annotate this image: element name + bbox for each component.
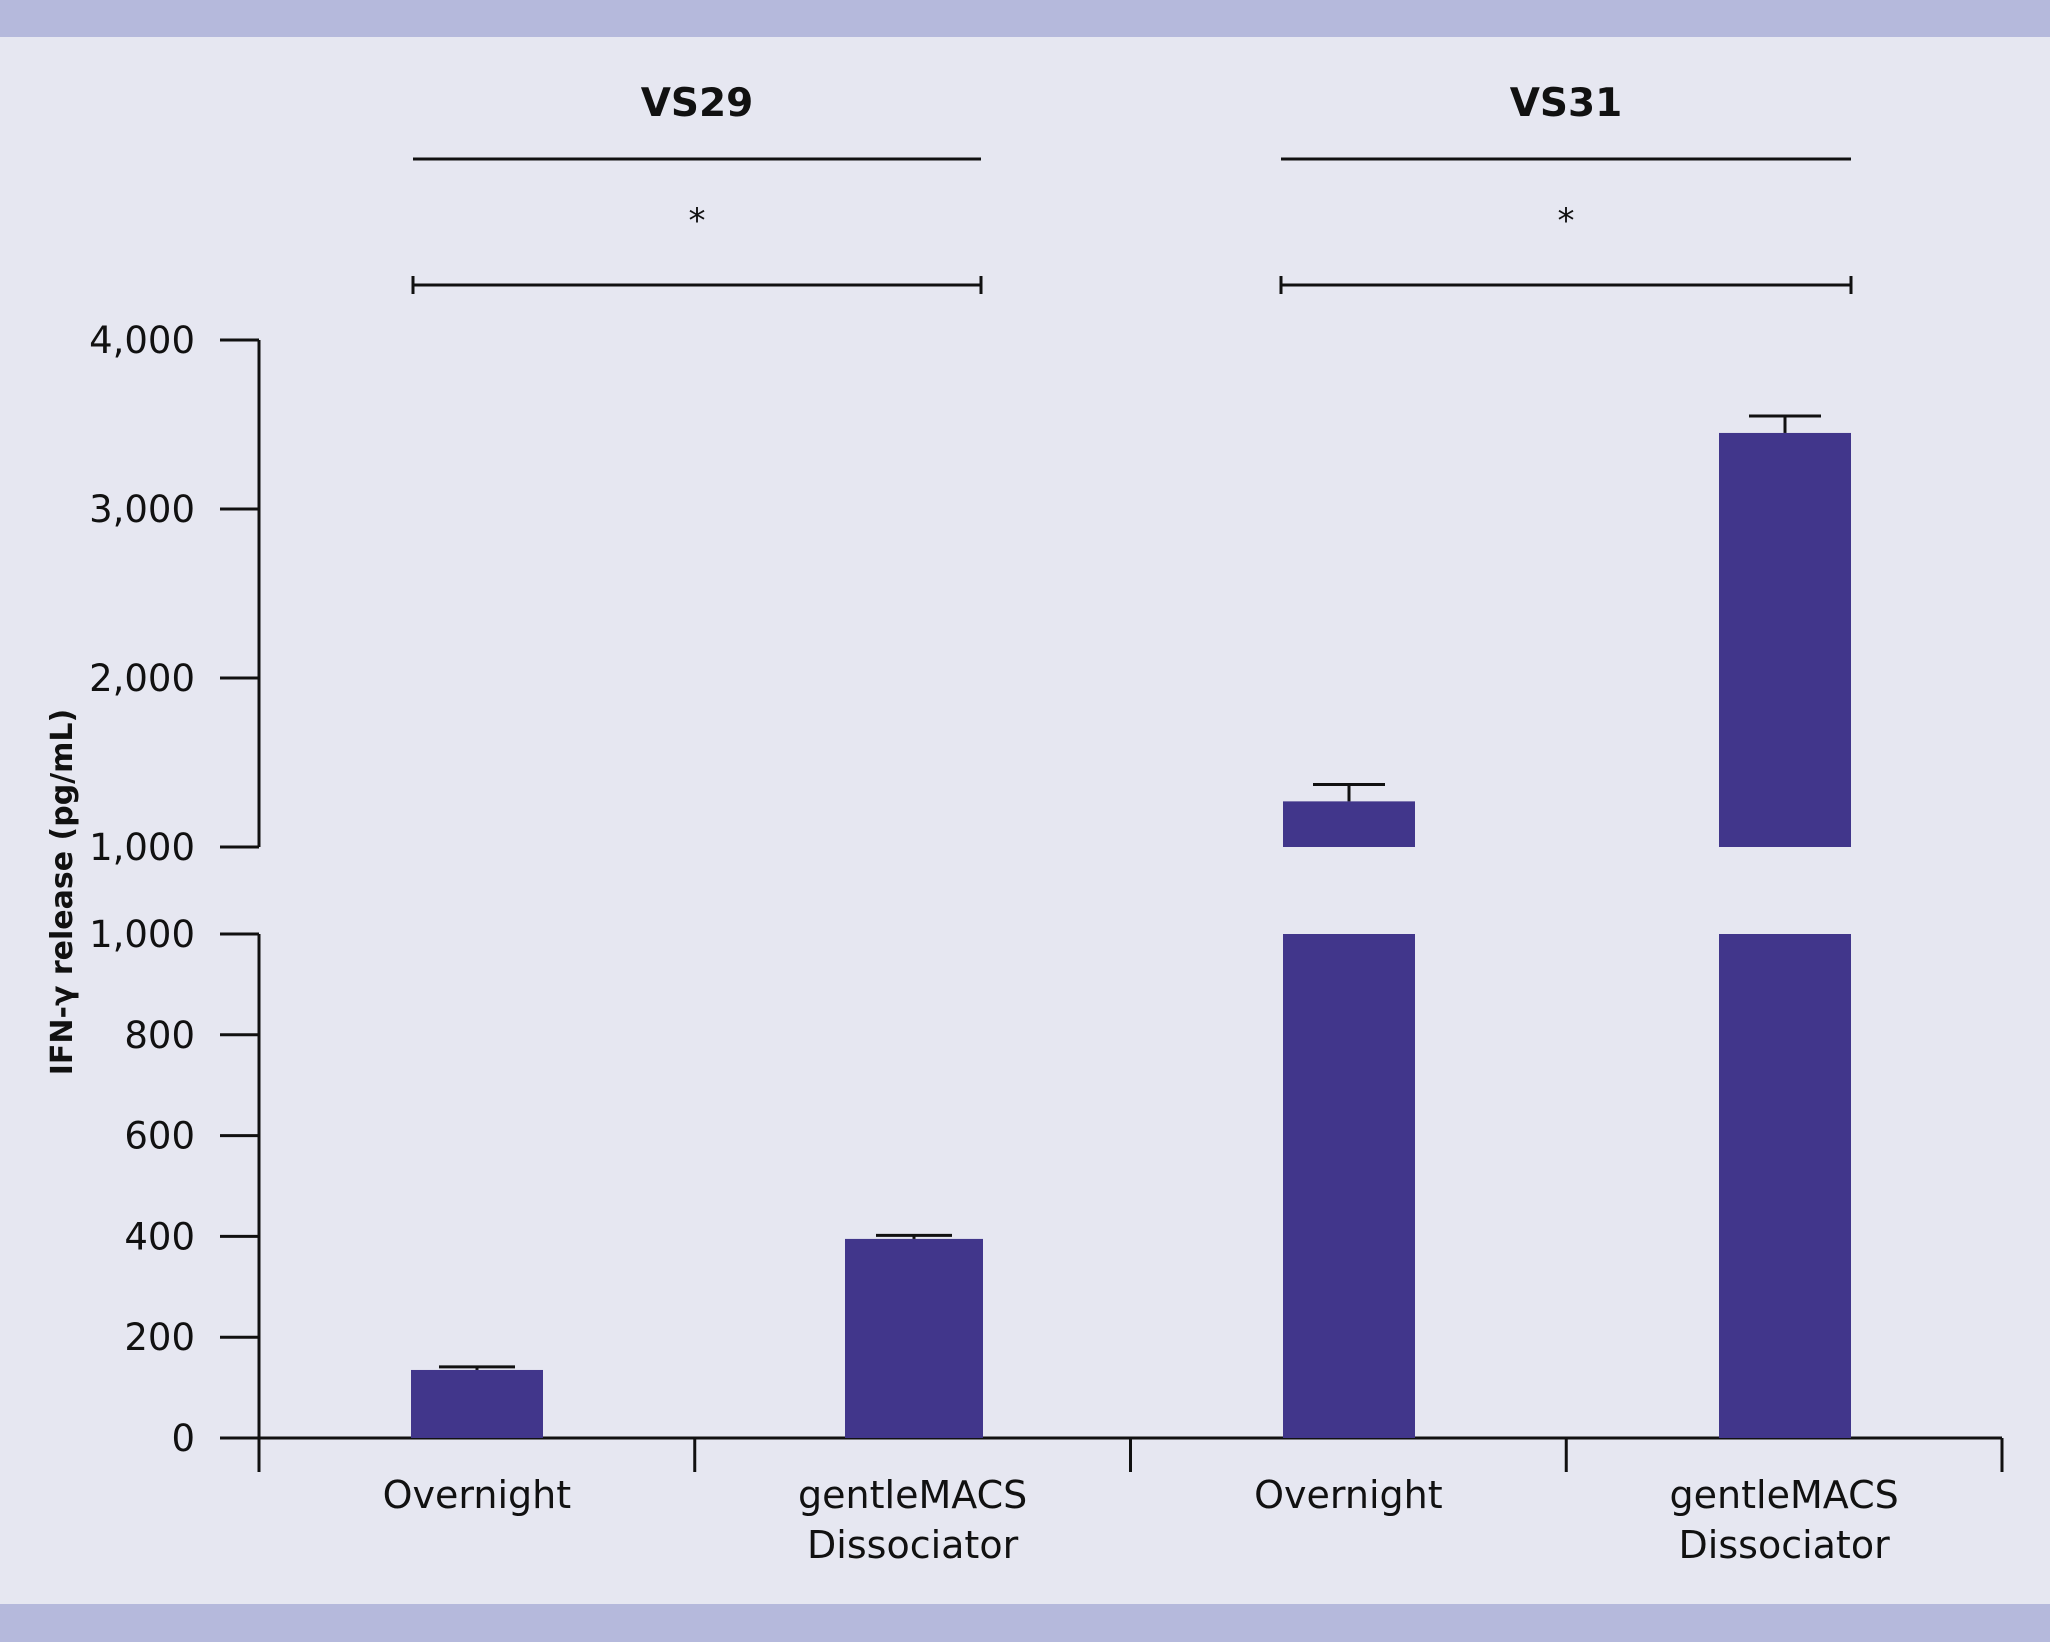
bar — [1719, 934, 1851, 1438]
group-annotations: VS29 * VS31 * — [411, 81, 1853, 294]
y-tick-label: 4,000 — [89, 319, 195, 362]
bar-upper-segment — [1719, 432, 1851, 847]
significance-label: * — [689, 201, 706, 241]
y-tick-label: 2,000 — [89, 657, 195, 700]
x-category-label-line: Dissociator — [807, 1523, 1019, 1567]
y-tick-labels: 0 200 400 600 800 1,000 1,000 2,000 3,000 4,000 — [89, 319, 195, 1460]
y-axis-title: IFN-γ release (pg/mL) — [45, 709, 80, 1075]
bar-upper-segment — [1283, 801, 1415, 847]
y-tick-label: 1,000 — [89, 826, 195, 869]
x-category-label-line: gentleMACS — [1670, 1473, 1899, 1517]
group-label: VS31 — [1510, 81, 1623, 126]
axes — [220, 338, 2004, 1472]
y-tick-label: 600 — [124, 1115, 195, 1158]
top-banner — [0, 0, 2050, 37]
bars — [411, 432, 1851, 1438]
bar — [411, 1369, 543, 1438]
x-category-label-line: gentleMACS — [798, 1473, 1027, 1517]
group-label: VS29 — [641, 81, 754, 126]
x-category-labels: Overnight gentleMACS Dissociator Overnight g… — [383, 1473, 1899, 1567]
significance-label: * — [1558, 201, 1575, 241]
y-tick-label: 200 — [124, 1316, 195, 1359]
bottom-banner — [0, 1604, 2050, 1642]
y-tick-label: 0 — [171, 1417, 195, 1460]
x-category-label: Overnight — [383, 1473, 571, 1517]
error-bars — [439, 414, 1821, 1370]
y-tick-label: 1,000 — [89, 913, 195, 956]
y-tick-label: 800 — [124, 1014, 195, 1057]
x-category-label-line: Dissociator — [1679, 1523, 1891, 1567]
bar — [1283, 934, 1415, 1438]
y-tick-label: 400 — [124, 1215, 195, 1258]
x-category-label: gentleMACS Dissociator — [1670, 1473, 1899, 1567]
x-category-label: Overnight — [1254, 1473, 1442, 1517]
bar — [845, 1238, 983, 1438]
y-tick-label: 3,000 — [89, 488, 195, 531]
x-category-label: gentleMACS Dissociator — [798, 1473, 1027, 1567]
